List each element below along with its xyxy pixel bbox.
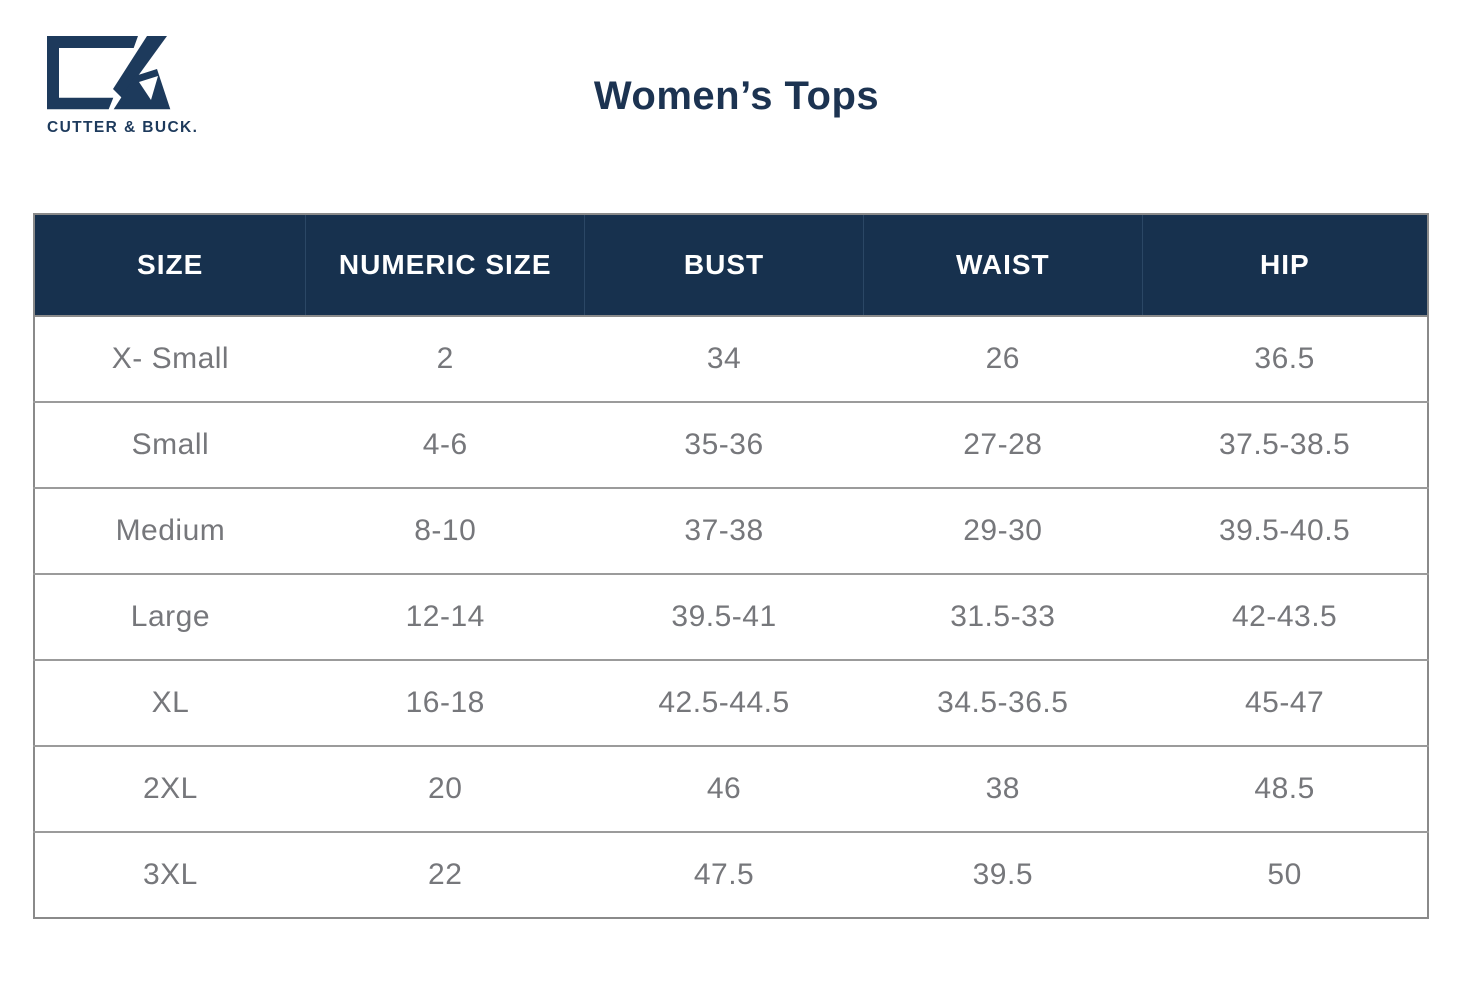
cell-hip: 48.5 bbox=[1142, 746, 1428, 833]
cell-size: Large bbox=[34, 574, 306, 661]
brand-logo: CUTTER & BUCK. bbox=[47, 36, 217, 137]
cell-waist: 29-30 bbox=[863, 488, 1143, 575]
cell-hip: 50 bbox=[1142, 832, 1428, 918]
cell-numeric-size: 22 bbox=[305, 832, 585, 918]
cell-waist: 27-28 bbox=[863, 402, 1143, 489]
cell-waist: 31.5-33 bbox=[863, 574, 1143, 661]
cell-bust: 34 bbox=[584, 316, 864, 403]
cell-size: 3XL bbox=[34, 832, 306, 918]
table-row: Medium 8-10 37-38 29-30 39.5-40.5 bbox=[34, 488, 1428, 575]
cell-size: XL bbox=[34, 660, 306, 747]
cell-waist: 39.5 bbox=[863, 832, 1143, 918]
cell-bust: 42.5-44.5 bbox=[584, 660, 864, 747]
cell-bust: 35-36 bbox=[584, 402, 864, 489]
cell-numeric-size: 20 bbox=[305, 746, 585, 833]
size-chart-table: SIZE NUMERIC SIZE BUST WAIST HIP X- Small 2 34… bbox=[33, 213, 1429, 919]
cell-bust: 47.5 bbox=[584, 832, 864, 918]
cell-hip: 36.5 bbox=[1142, 316, 1428, 403]
table-row: Large 12-14 39.5-41 31.5-33 42-43.5 bbox=[34, 574, 1428, 661]
table-row: XL 16-18 42.5-44.5 34.5-36.5 45-47 bbox=[34, 660, 1428, 747]
column-header-bust: BUST bbox=[584, 214, 864, 317]
table-row: 3XL 22 47.5 39.5 50 bbox=[34, 832, 1428, 918]
cell-bust: 37-38 bbox=[584, 488, 864, 575]
cell-bust: 46 bbox=[584, 746, 864, 833]
table-row: X- Small 2 34 26 36.5 bbox=[34, 316, 1428, 403]
cell-hip: 39.5-40.5 bbox=[1142, 488, 1428, 575]
cell-size: Small bbox=[34, 402, 306, 489]
cell-numeric-size: 2 bbox=[305, 316, 585, 403]
column-header-waist: WAIST bbox=[862, 214, 1143, 317]
cell-numeric-size: 12-14 bbox=[305, 574, 585, 661]
cell-waist: 26 bbox=[863, 316, 1143, 403]
cell-waist: 34.5-36.5 bbox=[863, 660, 1143, 747]
page-title: Women’s Tops bbox=[593, 74, 880, 118]
cutter-buck-cb-monogram-icon bbox=[47, 36, 171, 110]
cell-numeric-size: 8-10 bbox=[305, 488, 585, 575]
cell-waist: 38 bbox=[863, 746, 1143, 833]
cell-hip: 45-47 bbox=[1142, 660, 1428, 747]
cell-numeric-size: 16-18 bbox=[305, 660, 585, 747]
cell-numeric-size: 4-6 bbox=[305, 402, 585, 489]
column-header-hip: HIP bbox=[1141, 214, 1428, 317]
cell-hip: 42-43.5 bbox=[1142, 574, 1428, 661]
cell-bust: 39.5-41 bbox=[584, 574, 864, 661]
column-header-size: SIZE bbox=[34, 214, 306, 317]
brand-wordmark: CUTTER & BUCK. bbox=[47, 119, 199, 136]
table-row: 2XL 20 46 38 48.5 bbox=[34, 746, 1428, 833]
cell-size: Medium bbox=[34, 488, 306, 575]
table-header-row: SIZE NUMERIC SIZE BUST WAIST HIP bbox=[34, 214, 1428, 317]
table-row: Small 4-6 35-36 27-28 37.5-38.5 bbox=[34, 402, 1428, 489]
cell-hip: 37.5-38.5 bbox=[1142, 402, 1428, 489]
column-header-numeric-size: NUMERIC SIZE bbox=[305, 214, 585, 317]
cell-size: X- Small bbox=[34, 316, 306, 403]
cell-size: 2XL bbox=[34, 746, 306, 833]
